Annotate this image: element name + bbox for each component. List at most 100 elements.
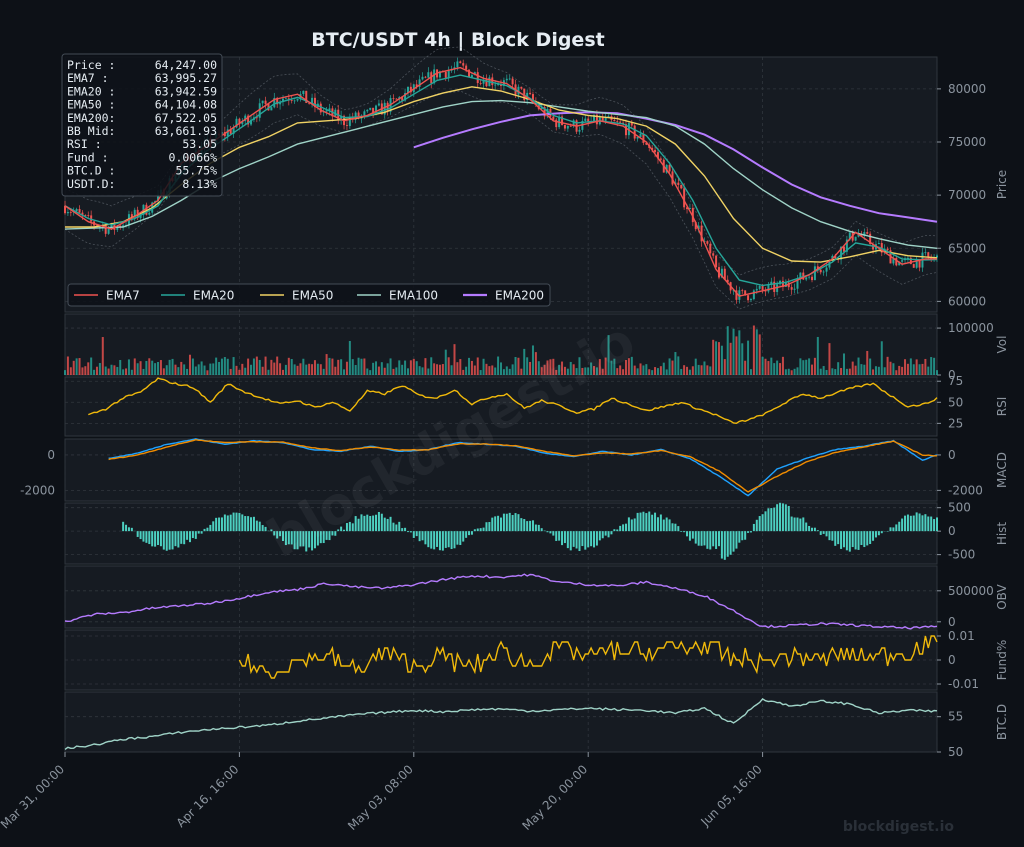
volume-bar [642,365,645,375]
hist-bar [183,531,186,545]
candle-body [113,223,116,230]
panel-frame [64,629,938,691]
candle-body [447,70,450,78]
hist-bar [337,529,340,532]
candle-body [104,225,107,234]
hist-bar [406,531,409,533]
candle-body [313,97,316,108]
candle-body [64,205,66,214]
candle-body [584,118,587,121]
candle-body [613,119,616,122]
hist-bar [375,514,378,532]
volume-bar [125,368,128,375]
volume-bar [197,364,200,375]
hist-bar [630,519,633,532]
hist-bar [569,531,572,551]
hist-bar [918,513,921,532]
hist-bar [793,517,796,532]
hist-bar [764,511,767,532]
volume-bar [122,369,125,375]
y-tick-label: 60000 [948,294,986,308]
candle-body [511,78,514,85]
candle-body [392,98,395,99]
candle-body [255,117,258,119]
candle-body [686,207,689,210]
axis-label-hist: Hist [995,522,1009,546]
volume-bar [668,358,671,375]
hist-bar [514,513,517,532]
candle-body [572,120,575,127]
candle-body [912,264,915,268]
volume-bar [84,366,87,375]
candle-body [607,116,610,118]
candle-body [886,248,889,251]
candle-body [130,214,133,218]
y-tick-label: 50 [948,395,963,409]
candle-body [98,226,101,228]
candle-body [895,257,898,266]
hist-bar [316,531,319,546]
candle-body [305,90,308,103]
volume-bar [401,364,404,375]
candle-body [738,290,741,300]
hist-bar [552,531,555,536]
y-tick-label: -0.01 [948,677,979,691]
hist-bar [874,531,877,538]
volume-bar [107,368,110,375]
volume-bar [927,366,930,375]
hist-bar [744,531,747,540]
candle-body [633,125,636,139]
volume-bar [654,367,657,375]
hist-bar [220,517,223,532]
hist-bar [380,513,383,532]
hist-bar [662,519,665,532]
volume-bar [261,366,264,375]
hist-bar [877,531,880,536]
y-tick-label: 50 [948,745,963,759]
info-value: 8.13% [182,177,217,191]
volume-bar [619,365,622,375]
volume-bar [651,370,654,375]
hist-bar [505,513,508,532]
volume-bar [69,367,72,375]
volume-bar [334,366,337,375]
volume-bar [819,368,822,375]
candle-body [595,114,598,125]
panel-fund: -0.01 0 0.01 Fund% [64,629,1009,691]
volume-bar [337,359,340,375]
info-value: 63,995.27 [155,71,217,85]
candle-body [680,184,683,189]
hist-bar [206,527,209,532]
volume-bar [874,366,877,375]
volume-bar [87,362,90,375]
candle-body [84,214,87,216]
volume-bar [409,360,412,375]
volume-bar [898,365,901,375]
volume-bar [869,358,872,375]
hist-bar [322,531,325,544]
hist-bar [229,514,232,532]
candle-body [531,94,534,102]
candle-body [267,103,270,111]
volume-bar [811,364,814,375]
hist-bar [712,531,715,547]
volume-bar [715,341,718,375]
volume-bar [639,363,642,375]
hist-bar [645,513,648,532]
hist-bar [517,514,520,532]
candle-body [732,290,735,292]
volume-bar [299,363,302,375]
hist-bar [857,531,860,550]
volume-bar [808,358,811,375]
volume-bar [578,357,581,375]
hist-bar [305,531,308,552]
volume-bar [508,368,511,375]
volume-bar [831,368,834,375]
volume-bar [375,361,378,375]
candle-body [279,101,282,105]
hist-bar [808,525,811,532]
candle-body [909,257,912,265]
hist-bar [279,531,282,537]
hist-bar [258,521,261,532]
panel-frame [64,691,938,753]
